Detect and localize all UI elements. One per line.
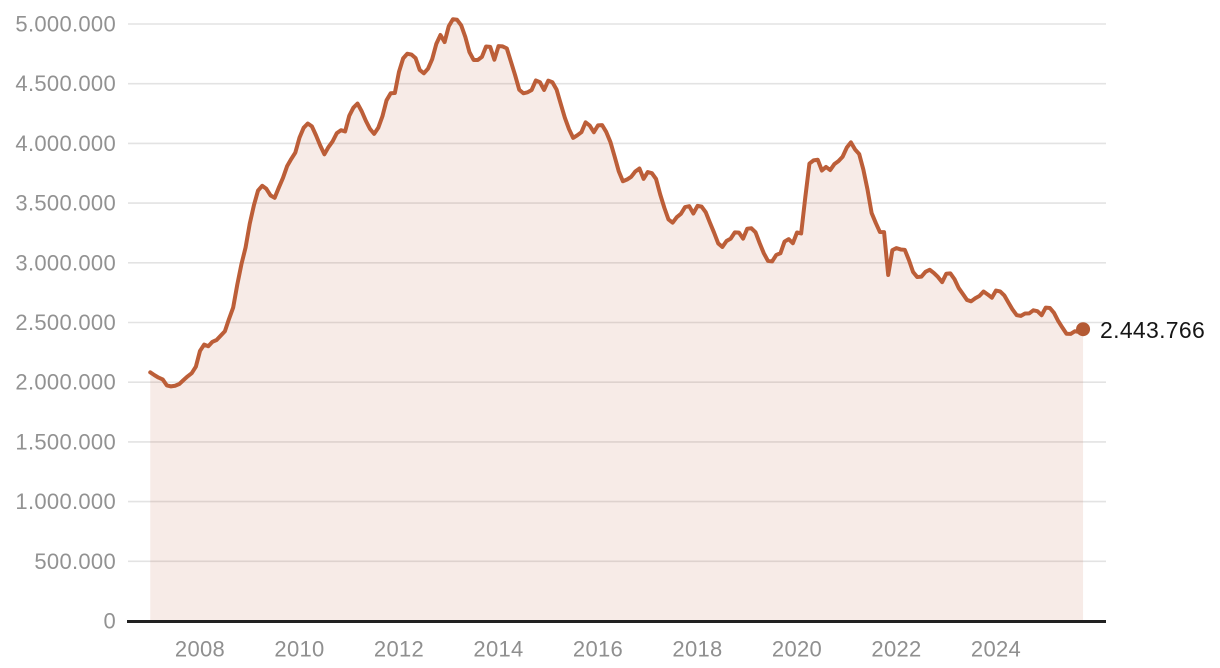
x-axis-tick-label: 2016	[573, 637, 623, 662]
x-axis-tick-label: 2010	[274, 637, 324, 662]
y-axis-tick-label: 500.000	[34, 549, 116, 574]
y-axis-tick-label: 4.000.000	[15, 131, 116, 156]
y-axis-tick-label: 1.000.000	[15, 489, 116, 514]
x-axis-tick-label: 2024	[971, 637, 1021, 662]
y-axis-tick-label: 5.000.000	[15, 12, 116, 37]
x-axis-tick-label: 2008	[175, 637, 225, 662]
area-fill	[150, 19, 1084, 621]
end-point-marker	[1076, 322, 1091, 337]
y-axis-tick-label: 3.000.000	[15, 250, 116, 275]
y-axis-tick-label: 1.500.000	[15, 429, 116, 454]
y-axis-tick-label: 3.500.000	[15, 191, 116, 216]
y-axis-tick-label: 2.000.000	[15, 370, 116, 395]
x-axis-tick-label: 2014	[473, 637, 523, 662]
x-axis-tick-label: 2020	[772, 637, 822, 662]
x-axis-tick-label: 2018	[672, 637, 722, 662]
series-line	[148, 17, 1086, 389]
end-point-value-label: 2.443.766	[1100, 317, 1205, 343]
y-axis-tick-label: 0	[103, 609, 116, 634]
y-axis-tick-label: 4.500.000	[15, 71, 116, 96]
x-axis-tick-label: 2022	[871, 637, 921, 662]
x-axis-tick-label: 2012	[374, 637, 424, 662]
y-axis-tick-label: 2.500.000	[15, 310, 116, 335]
